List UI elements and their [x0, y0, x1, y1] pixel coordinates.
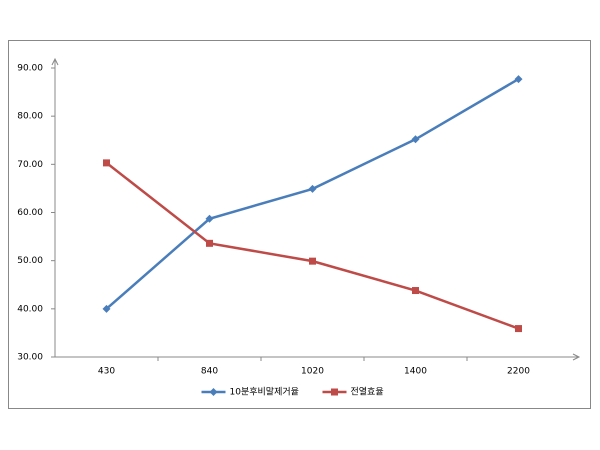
- y-tick-label: 40.00: [17, 304, 43, 314]
- legend-label: 10분후비말제거율: [230, 386, 299, 398]
- y-tick-label: 60.00: [17, 208, 43, 218]
- y-tick-label: 70.00: [17, 160, 43, 170]
- x-tick-label: 1020: [301, 367, 324, 377]
- point: [514, 75, 523, 84]
- y-tick-label: 90.00: [17, 64, 43, 74]
- y-tick-label: 50.00: [17, 256, 43, 266]
- chart-frame: [8, 40, 591, 409]
- x-axis-arrow: [572, 353, 581, 361]
- y-tick-label: 30.00: [17, 353, 43, 363]
- point: [309, 257, 316, 265]
- point: [103, 159, 110, 167]
- point: [206, 239, 213, 247]
- legend-label: 전열효율: [351, 387, 384, 398]
- x-tick-label: 430: [98, 367, 115, 377]
- legend-marker: [331, 388, 338, 396]
- x-tick-label: 1400: [404, 367, 427, 377]
- y-axis-arrow: [51, 57, 59, 66]
- y-tick-label: 80.00: [17, 112, 43, 122]
- point: [411, 135, 420, 144]
- point: [412, 287, 419, 295]
- point: [308, 184, 317, 193]
- point: [515, 325, 522, 333]
- legend-marker: [209, 388, 218, 396]
- point: [205, 214, 214, 223]
- x-tick-label: 840: [201, 367, 218, 377]
- point: [102, 304, 111, 313]
- x-tick-label: 2200: [507, 367, 530, 377]
